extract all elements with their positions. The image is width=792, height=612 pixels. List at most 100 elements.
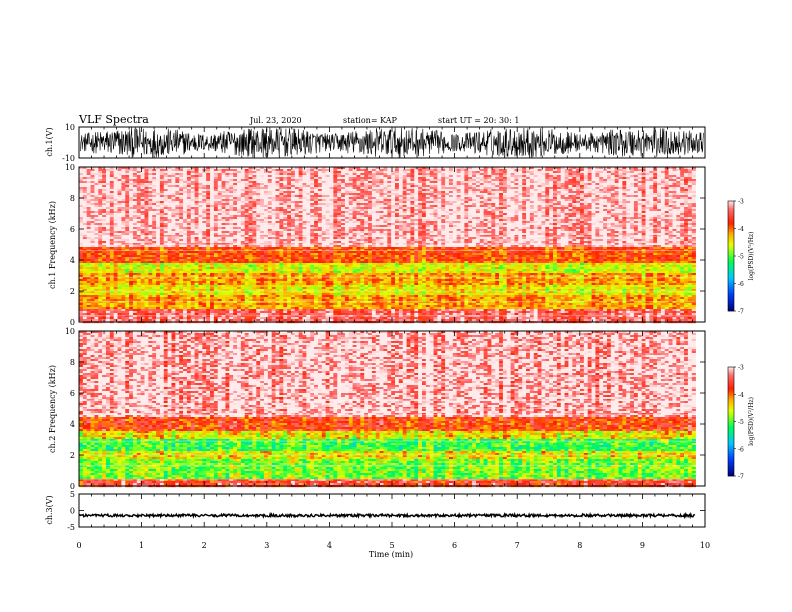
spectrogram-cell: [214, 179, 218, 181]
spectrogram-cell: [549, 181, 553, 183]
spectrogram-cell: [349, 179, 353, 181]
spectrogram-cell: [649, 179, 653, 181]
spectrogram-cell: [202, 175, 206, 177]
spectrogram-cell: [283, 171, 287, 173]
spectrogram-cell: [518, 175, 522, 177]
spectrogram-cell: [615, 179, 619, 181]
spectrogram-cell: [387, 177, 391, 179]
spectrogram-cell: [449, 177, 453, 179]
spectrogram-cell: [360, 177, 364, 179]
spectrogram-cell: [202, 177, 206, 179]
ch1-waveform-panel: 10-10: [62, 123, 705, 163]
spectrogram-cell: [507, 177, 511, 179]
spectrogram-cell: [453, 177, 457, 179]
spectrogram-cell: [661, 173, 665, 175]
spectrogram-cell: [333, 179, 337, 181]
spectrogram-cell: [383, 173, 387, 175]
spectrogram-cell: [168, 169, 172, 171]
spectrogram-cell: [545, 173, 549, 175]
spectrogram-cell: [256, 175, 260, 177]
spectrogram-cell: [252, 171, 256, 173]
spectrogram-cell: [418, 173, 422, 175]
spectrogram-cell: [499, 181, 503, 183]
spectrogram-cell: [434, 177, 438, 179]
spectrogram-cell: [653, 179, 657, 181]
spectrogram-cell: [692, 173, 696, 175]
spectrogram-cell: [222, 177, 226, 179]
spectrogram-cell: [360, 169, 364, 171]
spectrogram-cell: [376, 173, 380, 175]
spectrogram-cell: [241, 181, 245, 183]
spectrogram-cell: [214, 173, 218, 175]
spectrogram-cell: [407, 171, 411, 173]
spectrogram-cell: [164, 171, 168, 173]
spectrogram-cell: [611, 169, 615, 171]
spectrogram-cell: [615, 173, 619, 175]
spectrogram-cell: [256, 177, 260, 179]
spectrogram-cell: [565, 177, 569, 179]
spectrogram-cell: [568, 173, 572, 175]
spectrogram-cell: [418, 179, 422, 181]
spectrogram-cell: [607, 169, 611, 171]
spectrogram-cell: [391, 175, 395, 177]
spectrogram-cell: [218, 179, 222, 181]
spectrogram-cell: [98, 177, 102, 179]
spectrogram-cell: [303, 175, 307, 177]
spectrogram-cell: [649, 169, 653, 171]
spectrogram-cell: [688, 173, 692, 175]
spectrogram-cell: [102, 175, 106, 177]
spectrogram-cell: [437, 171, 441, 173]
spectrogram-cell: [102, 181, 106, 183]
spectrogram-cell: [649, 171, 653, 173]
spectrogram-cell: [665, 181, 669, 183]
spectrogram-cell: [345, 179, 349, 181]
spectrogram-cell: [256, 181, 260, 183]
spectrogram-cell: [599, 173, 603, 175]
spectrogram-cell: [669, 181, 673, 183]
spectrogram-cell: [495, 177, 499, 179]
spectrogram-cell: [680, 173, 684, 175]
spectrogram-cell: [557, 177, 561, 179]
spectrogram-cell: [534, 169, 538, 171]
spectrogram-cell: [534, 179, 538, 181]
spectrogram-cell: [565, 175, 569, 177]
spectrogram-cell: [330, 175, 334, 177]
spectrogram-cell: [276, 175, 280, 177]
spectrogram-cell: [276, 173, 280, 175]
spectrogram-cell: [310, 179, 314, 181]
spectrogram-cell: [391, 177, 395, 179]
spectrogram-cell: [684, 171, 688, 173]
spectrogram-cell: [287, 179, 291, 181]
spectrogram-cell: [376, 175, 380, 177]
spectrogram-cell: [522, 175, 526, 177]
spectrogram-cell: [488, 173, 492, 175]
spectrogram-cell: [114, 173, 118, 175]
spectrogram-cell: [514, 169, 518, 171]
spectrogram-cell: [283, 175, 287, 177]
spectrogram-cell: [94, 179, 98, 181]
spectrogram-cell: [187, 179, 191, 181]
spectrogram-cell: [353, 173, 357, 175]
spectrogram-cell: [514, 179, 518, 181]
spectrogram-cell: [464, 177, 468, 179]
spectrogram-cell: [557, 179, 561, 181]
spectrogram-cell: [268, 177, 272, 179]
spectrogram-cell: [626, 173, 630, 175]
spectrogram-cell: [152, 177, 156, 179]
spectrogram-cell: [518, 179, 522, 181]
spectrogram-cell: [526, 171, 530, 173]
spectrogram-cell: [592, 181, 596, 183]
spectrogram-cell: [256, 179, 260, 181]
spectrogram-cell: [576, 173, 580, 175]
spectrogram-cell: [330, 169, 334, 171]
spectrogram-cell: [422, 179, 426, 181]
spectrogram-cell: [557, 181, 561, 183]
spectrogram-cell: [580, 177, 584, 179]
spectrogram-cell: [233, 181, 237, 183]
spectrogram-cell: [148, 171, 152, 173]
spectrogram-cell: [661, 181, 665, 183]
spectrogram-cell: [603, 181, 607, 183]
spectrogram-cell: [295, 169, 299, 171]
spectrogram-cell: [607, 171, 611, 173]
spectrogram-cell: [449, 175, 453, 177]
